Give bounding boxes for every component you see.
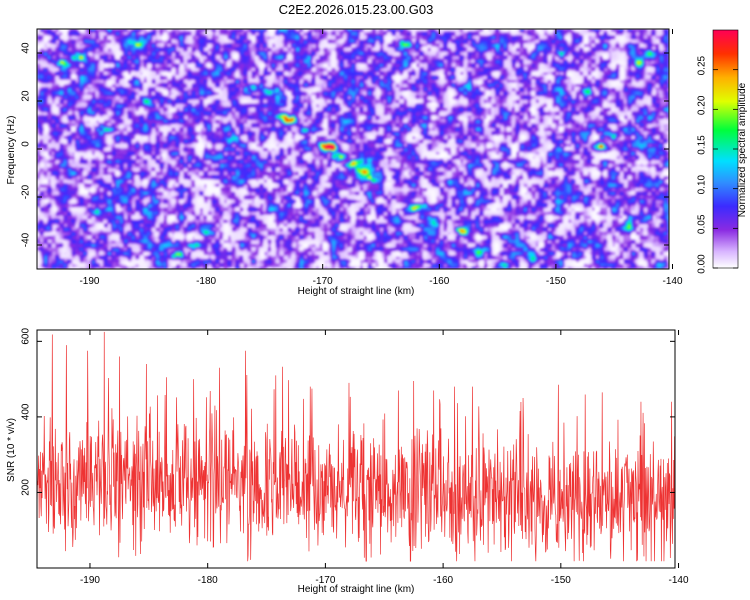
y-tick-label: 400: [21, 403, 32, 420]
y-tick-label: -20: [21, 184, 32, 199]
x-tick-label: -180: [196, 276, 216, 287]
y-tick-label: 40: [21, 42, 32, 54]
x-tick-label: -140: [662, 276, 682, 287]
colorbar-tick-label: 0.15: [697, 135, 708, 155]
spectrogram-panel: -190 -180 -170 -160 -150 -140 -40 -20 0 20 40 Hei…: [6, 28, 683, 297]
x-tick-label: -160: [429, 276, 449, 287]
x-tick-label: -190: [80, 575, 100, 586]
colorbar-label: Normalized spectral amplitude: [737, 82, 748, 217]
snr-y-ticks: 200 400 600: [21, 328, 675, 496]
spectrogram-y-ticks: -40 -20 0 20 40: [21, 42, 669, 247]
snr-x-axis-label: Height of straight line (km): [298, 584, 415, 595]
x-tick-label: -190: [79, 276, 99, 287]
colorbar-tick-label: 0.00: [697, 254, 708, 274]
snr-y-axis-label: SNR (10 * v/v): [6, 418, 17, 482]
spectrogram-x-ticks: -190 -180 -170 -160 -150 -140: [79, 29, 683, 287]
colorbar-tick-label: 0.05: [697, 214, 708, 234]
x-tick-label: -140: [669, 575, 689, 586]
snr-series-line: [37, 331, 675, 562]
snr-frame: [36, 329, 676, 569]
y-tick-label: 0: [21, 141, 32, 147]
x-tick-label: -180: [198, 575, 218, 586]
spectrogram-y-axis-label: Frequency (Hz): [6, 116, 17, 185]
x-tick-label: -150: [551, 575, 571, 586]
y-tick-label: -40: [21, 232, 32, 247]
x-tick-label: -170: [313, 276, 333, 287]
snr-panel: -190 -180 -170 -160 -150 -140 200 400 600 Heigh…: [6, 328, 689, 595]
y-tick-label: 600: [21, 328, 32, 345]
colorbar-tick-label: 0.10: [697, 174, 708, 194]
y-tick-label: 20: [21, 90, 32, 102]
colorbar-tick-label: 0.20: [697, 95, 708, 115]
chart-title: C2E2.2026.015.23.00.G03: [279, 2, 434, 17]
y-tick-label: 200: [21, 479, 32, 496]
x-tick-label: -150: [546, 276, 566, 287]
x-tick-label: -160: [433, 575, 453, 586]
snr-x-ticks: -190 -180 -170 -160 -150 -140: [80, 330, 689, 586]
colorbar-ticks: 0.00 0.05 0.10 0.15 0.20 0.25: [697, 55, 738, 274]
spectrogram-heatmap: [37, 29, 669, 269]
colorbar-tick-label: 0.25: [697, 55, 708, 75]
colorbar: 0.00 0.05 0.10 0.15 0.20 0.25 Normalized spec…: [697, 29, 748, 274]
spectrogram-x-axis-label: Height of straight line (km): [298, 286, 415, 297]
x-tick-label: -170: [315, 575, 335, 586]
